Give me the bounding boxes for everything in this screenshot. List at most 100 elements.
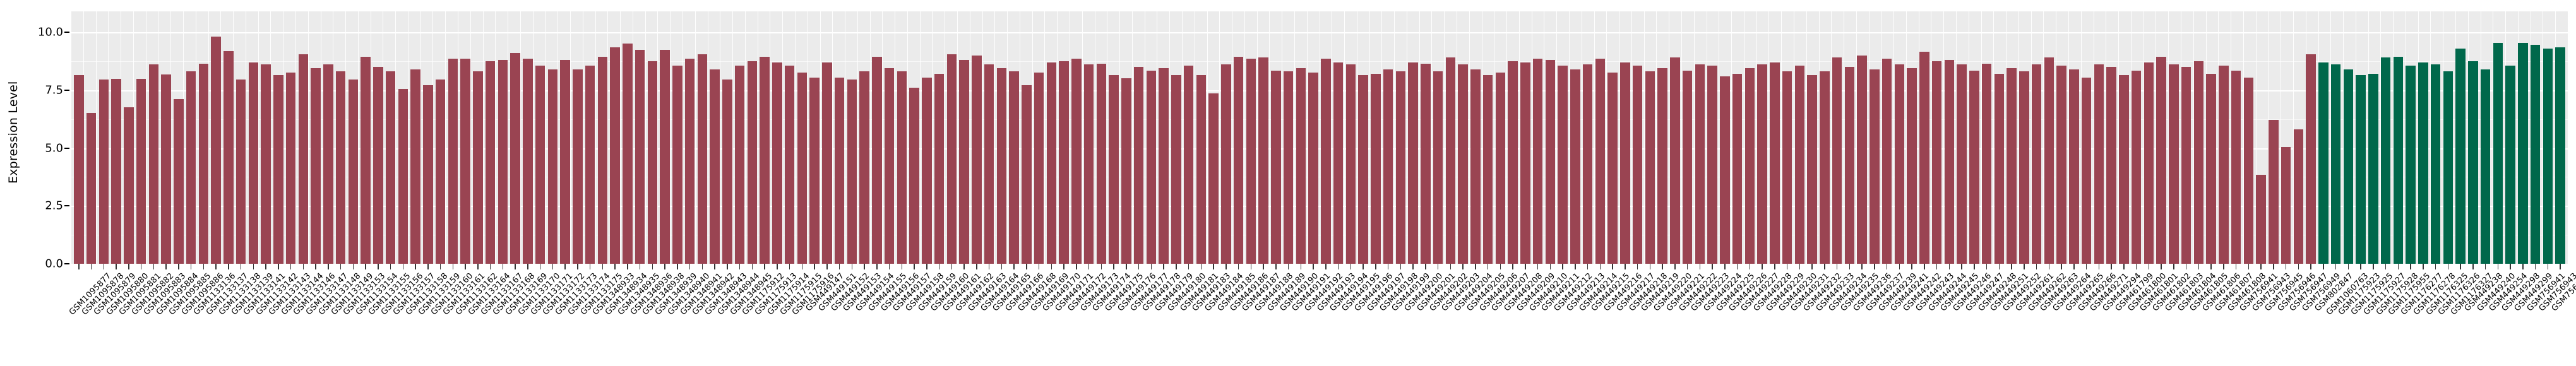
bar xyxy=(1283,71,1294,264)
bar xyxy=(1981,63,1992,264)
x-tick xyxy=(1059,264,1068,269)
x-tick-mark xyxy=(365,264,366,269)
x-tick xyxy=(1782,264,1792,269)
x-tick xyxy=(2344,264,2353,269)
x-tick-mark xyxy=(1088,264,1090,269)
bar xyxy=(1208,93,1219,264)
bar xyxy=(2243,77,2254,264)
x-label-slot: GSM449177 xyxy=(1128,271,1171,365)
grid-line-vertical xyxy=(395,11,397,264)
x-tick xyxy=(111,264,121,269)
x-tick xyxy=(560,264,569,269)
x-label-slot: GSM756943 xyxy=(2251,271,2293,365)
x-label-slot: GSM1348942 xyxy=(691,271,736,365)
grid-line-vertical xyxy=(1731,11,1732,264)
x-tick xyxy=(2156,264,2166,269)
x-tick xyxy=(1795,264,1804,269)
x-label-slot: GSM449233 xyxy=(1814,271,1856,365)
x-label-slot: GSM449212 xyxy=(1553,271,1595,365)
x-tick-mark xyxy=(1275,264,1277,269)
x-label-slot: GSM449152 xyxy=(829,271,871,365)
y-tick-label: 5.0 xyxy=(45,141,63,155)
grid-line-vertical xyxy=(1956,11,1957,264)
x-tick xyxy=(1520,264,1530,269)
bar xyxy=(1919,52,1929,264)
grid-line-vertical xyxy=(1044,11,1046,264)
y-tick-mark xyxy=(64,32,69,33)
bar xyxy=(1408,62,1418,264)
x-label-slot: GSM1348933 xyxy=(591,271,636,365)
x-tick-mark xyxy=(2347,264,2349,269)
bar xyxy=(573,69,583,264)
bar xyxy=(784,66,795,264)
x-tick-mark xyxy=(228,264,229,269)
grid-line-vertical xyxy=(1756,11,1757,264)
x-tick xyxy=(2007,264,2016,269)
x-label-slot: GSM449230 xyxy=(1777,271,1819,365)
bar xyxy=(610,47,620,264)
grid-line-vertical xyxy=(2243,11,2244,264)
x-label-slot: GSM756945 xyxy=(2550,271,2576,365)
bar xyxy=(174,99,184,264)
x-tick xyxy=(1969,264,1979,269)
x-tick xyxy=(872,264,881,269)
x-tick xyxy=(1957,264,1966,269)
grid-line-vertical xyxy=(2030,11,2032,264)
x-tick xyxy=(398,264,408,269)
grid-line-vertical xyxy=(1306,11,1308,264)
x-label-slot: GSM449203 xyxy=(1440,271,1482,365)
bar xyxy=(797,73,808,264)
grid-line-vertical xyxy=(532,11,534,264)
x-tick xyxy=(361,264,370,269)
x-label-slot: GSM1133160 xyxy=(429,271,475,365)
x-label-slot: GSM449237 xyxy=(1864,271,1906,365)
grid-line-vertical xyxy=(695,11,696,264)
x-label-slot: GSM449163 xyxy=(966,271,1008,365)
x-label-slot: GSM449185 xyxy=(1215,271,1258,365)
x-tick-mark xyxy=(764,264,765,269)
x-label-slot: GSM1348940 xyxy=(666,271,712,365)
x-label-slot: GSM461805 xyxy=(2188,271,2231,365)
x-tick-mark xyxy=(103,264,105,269)
bar xyxy=(2181,67,2191,264)
bar xyxy=(2356,74,2366,264)
x-label-slot: GSM449241 xyxy=(1889,271,1931,365)
bar xyxy=(1782,71,1792,264)
x-label-slot: GSM449171 xyxy=(1054,271,1096,365)
x-label-slot: GSM461801 xyxy=(2138,271,2181,365)
x-tick-mark xyxy=(489,264,491,269)
x-label-slot: GSM449161 xyxy=(941,271,984,365)
x-tick xyxy=(1945,264,1954,269)
bar xyxy=(1595,59,1606,264)
x-tick-mark xyxy=(2223,264,2224,269)
x-tick xyxy=(885,264,894,269)
x-label-slot: GSM449244 xyxy=(1926,271,1969,365)
grid-line-vertical xyxy=(1893,11,1895,264)
grid-line-vertical xyxy=(1569,11,1570,264)
bar xyxy=(148,64,159,264)
x-tick xyxy=(585,264,595,269)
grid-line-vertical xyxy=(445,11,446,264)
bar xyxy=(1757,64,1767,264)
x-label-slot: GSM449239 xyxy=(1876,271,1919,365)
bar xyxy=(86,113,97,264)
x-tick-mark xyxy=(1387,264,1389,269)
x-tick xyxy=(2144,264,2154,269)
bar xyxy=(996,68,1007,264)
x-tick-mark xyxy=(1549,264,1551,269)
x-label-slot: GSM449174 xyxy=(1091,271,1133,365)
x-tick-mark xyxy=(190,264,192,269)
x-tick-mark xyxy=(2235,264,2237,269)
grid-line-vertical xyxy=(2193,11,2194,264)
bar xyxy=(884,68,895,264)
bar xyxy=(772,62,782,264)
grid-line-vertical xyxy=(1556,11,1558,264)
x-tick-mark xyxy=(1986,264,1988,269)
grid-line-vertical xyxy=(2255,11,2257,264)
x-label-slot: GSM1133162 xyxy=(454,271,499,365)
x-label-slot: GSM1348944 xyxy=(716,271,761,365)
x-tick-mark xyxy=(427,264,429,269)
x-tick-mark xyxy=(1475,264,1476,269)
x-axis-tick-marks xyxy=(71,264,2568,269)
